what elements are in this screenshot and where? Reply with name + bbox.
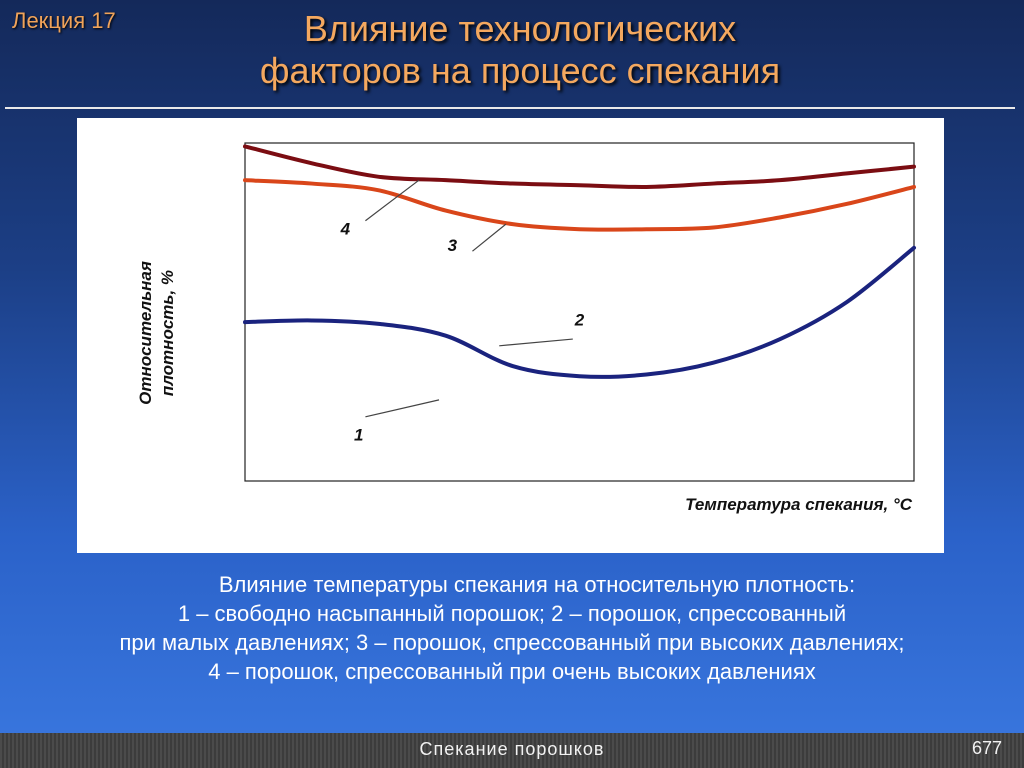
series-line-4 bbox=[243, 144, 916, 189]
y-axis-label-line2: плотность, % bbox=[158, 270, 177, 396]
x-axis-label: Температура спекания, °С bbox=[685, 495, 913, 514]
series-leader-1 bbox=[365, 399, 440, 418]
series-line-3 bbox=[243, 178, 916, 232]
series-line-2 bbox=[243, 245, 916, 379]
figure-caption: Влияние температуры спекания на относите… bbox=[0, 570, 1024, 686]
density-chart: Относительная плотность, % Температура с… bbox=[136, 142, 916, 514]
caption-line-3: 4 – порошок, спрессованный при очень выс… bbox=[208, 659, 816, 684]
caption-line-2: при малых давлениях; 3 – порошок, спресс… bbox=[119, 630, 905, 655]
chart-panel: Относительная плотность, % Температура с… bbox=[77, 118, 944, 553]
series-label-3: 3 bbox=[448, 236, 458, 255]
series-label-2: 2 bbox=[574, 311, 585, 330]
footer-bar: Спекание порошков 677 bbox=[0, 733, 1024, 768]
slide-title-line2: факторов на процесс спекания bbox=[259, 50, 781, 91]
slide-title-line1: Влияние технологических bbox=[303, 8, 737, 49]
caption-title: Влияние температуры спекания на относите… bbox=[218, 572, 856, 597]
lecture-label: Лекция 17 bbox=[12, 8, 116, 33]
y-axis-label-line1: Относительная bbox=[136, 261, 155, 405]
slide-title: Влияние технологических факторов на проц… bbox=[130, 8, 910, 92]
series-label-1: 1 bbox=[354, 425, 363, 444]
page-number: 677 bbox=[971, 738, 1002, 758]
plot-frame bbox=[244, 142, 915, 482]
series-layer: 1 2 3 4 bbox=[243, 144, 916, 444]
title-divider bbox=[5, 107, 1015, 109]
series-leader-2 bbox=[499, 338, 573, 347]
footer-title: Спекание порошков bbox=[419, 739, 605, 759]
series-leader-3 bbox=[472, 223, 507, 252]
caption-line-1: 1 – свободно насыпанный порошок; 2 – пор… bbox=[177, 601, 847, 626]
series-label-4: 4 bbox=[340, 219, 351, 238]
series-leader-4 bbox=[365, 179, 420, 222]
